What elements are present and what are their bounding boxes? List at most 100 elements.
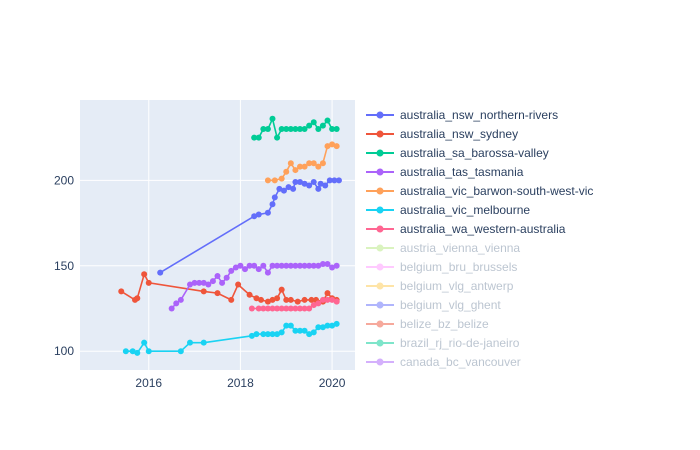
data-point	[310, 119, 317, 126]
legend-item[interactable]: belgium_vlg_ghent	[366, 298, 501, 312]
legend-label: austria_vienna_vienna	[400, 241, 520, 255]
data-point	[287, 322, 294, 329]
legend-label: belgium_vlg_ghent	[400, 298, 501, 312]
data-point	[306, 182, 313, 189]
legend-item[interactable]: belgium_vlg_antwerp	[366, 279, 514, 293]
data-point	[187, 339, 193, 346]
legend-item[interactable]: australia_nsw_northern-rivers	[366, 108, 558, 122]
y-axis-ticks: 100 150 200	[54, 173, 74, 358]
legend-label: belize_bz_belize	[400, 317, 489, 331]
legend-swatch-marker	[376, 206, 384, 214]
data-point	[319, 122, 326, 129]
data-point	[292, 179, 299, 186]
data-point	[333, 143, 340, 150]
data-point	[292, 167, 299, 174]
legend-item[interactable]: austria_vienna_vienna	[366, 241, 520, 255]
data-point	[269, 262, 276, 269]
data-point	[246, 291, 253, 298]
x-tick-label: 2020	[319, 376, 346, 390]
data-point	[260, 305, 267, 312]
data-point	[287, 262, 294, 269]
data-point	[319, 324, 326, 331]
data-point	[228, 296, 235, 303]
legend-item[interactable]: australia_vic_melbourne	[366, 203, 530, 217]
data-point	[191, 279, 198, 286]
legend-label: australia_tas_tasmania	[400, 165, 524, 179]
data-point	[269, 296, 276, 303]
x-axis-ticks: 2016 2018 2020	[135, 376, 345, 390]
data-point	[177, 348, 184, 355]
data-point	[251, 213, 258, 220]
data-point	[232, 264, 239, 271]
legend[interactable]: australia_nsw_northern-rivers australia_n…	[366, 108, 593, 369]
data-point	[287, 305, 294, 312]
data-point	[308, 296, 315, 303]
legend-item[interactable]: australia_nsw_sydney	[366, 127, 518, 141]
data-point	[264, 269, 271, 276]
legend-item[interactable]: australia_sa_barossa-valley	[366, 146, 549, 160]
data-point	[301, 305, 308, 312]
data-point	[260, 331, 267, 338]
data-point	[274, 295, 281, 302]
legend-item[interactable]: canada_bc_vancouver	[366, 355, 521, 369]
data-point	[294, 298, 301, 305]
legend-label: australia_vic_melbourne	[400, 203, 530, 217]
data-point	[292, 262, 299, 269]
data-point	[260, 126, 267, 133]
data-point	[287, 296, 294, 303]
data-point	[301, 126, 308, 133]
data-point	[317, 180, 324, 187]
data-point	[269, 115, 276, 122]
legend-item[interactable]: belize_bz_belize	[366, 317, 489, 331]
plot-background	[80, 100, 355, 370]
data-point	[315, 126, 322, 133]
data-point	[292, 305, 299, 312]
data-point	[331, 177, 338, 184]
data-point	[297, 305, 303, 312]
data-point	[251, 134, 258, 141]
series-australia_tas_tasmania	[168, 261, 340, 312]
data-point	[196, 279, 203, 286]
data-point	[310, 179, 317, 186]
data-point	[278, 305, 285, 312]
data-point	[315, 300, 322, 307]
data-point	[333, 126, 340, 133]
data-point	[333, 298, 340, 305]
data-point	[173, 300, 180, 307]
data-point	[228, 267, 235, 274]
data-point	[315, 262, 322, 269]
legend-item[interactable]: australia_wa_western-australia	[366, 222, 566, 236]
series-australia_wa_western-australia	[248, 296, 340, 312]
data-point	[283, 262, 290, 269]
data-point	[274, 134, 281, 141]
data-point	[329, 264, 336, 271]
data-point	[223, 274, 230, 281]
legend-item[interactable]: australia_tas_tasmania	[366, 165, 524, 179]
data-point	[297, 327, 303, 334]
data-point	[255, 305, 262, 312]
legend-swatch-marker	[376, 320, 384, 328]
series-australia_vic_melbourne	[122, 320, 340, 356]
data-point	[278, 262, 285, 269]
data-point	[269, 201, 276, 208]
legend-swatch-marker	[376, 244, 384, 252]
series-australia_sa_barossa-valley	[251, 115, 340, 141]
data-point	[253, 295, 260, 302]
data-point	[297, 163, 303, 170]
data-point	[306, 331, 313, 338]
data-point	[264, 209, 271, 216]
data-point	[290, 185, 297, 192]
data-point	[324, 296, 331, 303]
legend-item[interactable]: belgium_bru_brussels	[366, 260, 517, 274]
legend-swatch-marker	[376, 149, 384, 157]
data-point	[301, 163, 308, 170]
data-point	[134, 295, 141, 302]
data-point	[235, 281, 242, 288]
data-point	[297, 126, 303, 133]
data-point	[283, 322, 290, 329]
legend-item[interactable]: australia_vic_barwon-south-west-vic	[366, 184, 593, 198]
data-point	[306, 305, 313, 312]
data-point	[141, 271, 148, 278]
legend-item[interactable]: brazil_rj_rio-de-janeiro	[366, 336, 520, 350]
